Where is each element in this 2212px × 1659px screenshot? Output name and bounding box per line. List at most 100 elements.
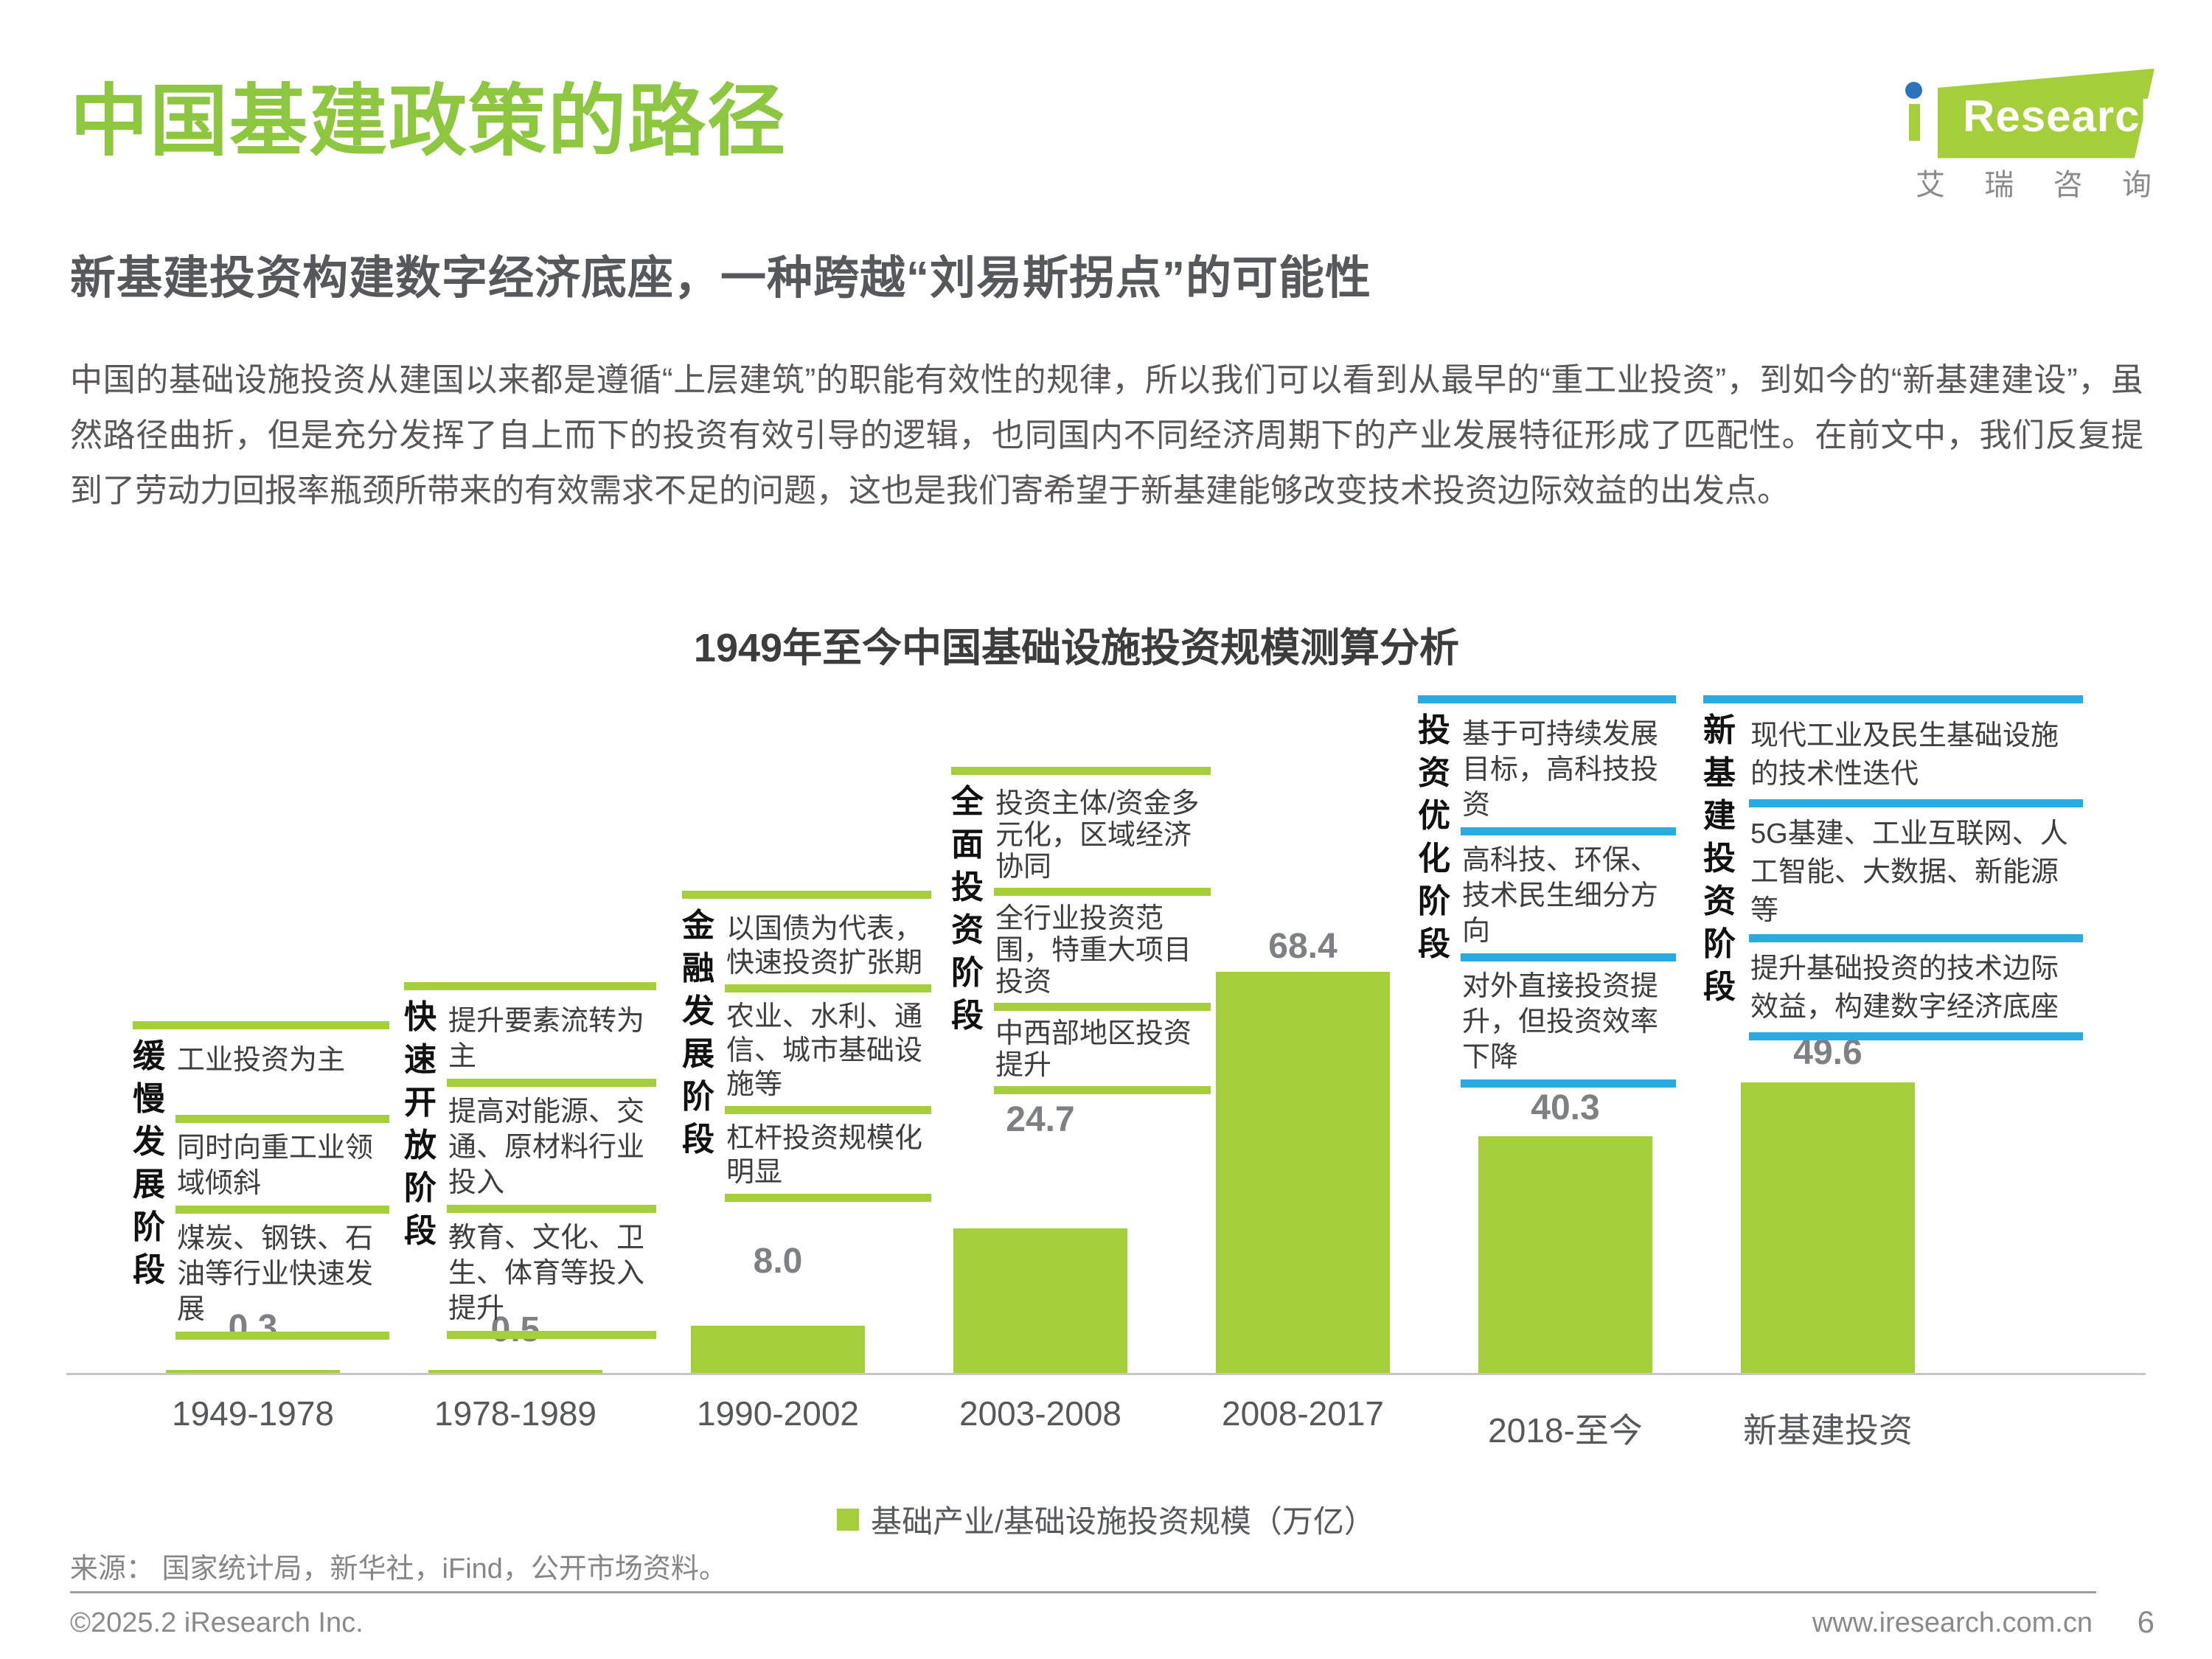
stage-label-char: 发 (133, 1124, 165, 1160)
annotation-items: 现代工业及民生基础设施的技术性迭代 5G基建、工业互联网、人工智能、大数据、新能源… (1749, 709, 2083, 1040)
stage-label-char: 段 (133, 1252, 165, 1288)
body-paragraph: 中国的基础设施投资从建国以来都是遵循“上层建筑”的职能有效性的规律，所以我们可以… (70, 362, 2143, 509)
annotation-body: 金融发展阶段以国债为代表，快速投资扩张期农业、水利、通信、城市基础设施等杠杆投资… (682, 905, 931, 1202)
annotation-divider (175, 1332, 389, 1340)
stage-label-char: 展 (682, 1036, 714, 1072)
annotation-divider (994, 1003, 1211, 1011)
x-tick-label: 新基建投资 (1743, 1411, 1913, 1450)
stage-label: 快速开放阶段 (404, 996, 447, 1339)
annotation-item: 对外直接投资提升，但投资效率下降 (1462, 971, 1659, 1073)
annotation-item: 提升基础投资的技术边际效益，构建数字经济底座 (1750, 953, 2059, 1023)
stage-label-char: 投 (951, 869, 984, 905)
annotation-item: 中西部地区投资提升 (995, 1018, 1192, 1081)
stage-label-char: 新 (1703, 712, 1736, 748)
stage-label-char: 资 (1418, 755, 1450, 791)
annotation-divider (725, 984, 931, 992)
legend-swatch (837, 1508, 860, 1531)
bar (1741, 1082, 1915, 1373)
stage-label-char: 阶 (682, 1079, 714, 1115)
stage-label-char: 段 (682, 1121, 714, 1158)
stage-label-char: 金 (682, 908, 714, 944)
bar (691, 1326, 865, 1373)
annotation-item: 基于可持续发展目标，高科技投资 (1462, 719, 1659, 821)
annotation-divider (725, 1194, 931, 1202)
annotation-body: 快速开放阶段提升要素流转为主 提高对能源、交通、原材料行业投入 教育、文化、卫生、体… (404, 996, 656, 1339)
footer-copyright: ©2025.2 iResearch Inc. (70, 1607, 364, 1638)
stage-label-char: 慢 (133, 1081, 165, 1117)
annotation-body: 投资优化阶段基于可持续发展目标，高科技投资 高科技、环保、技术民生细分方向 对外直接… (1418, 709, 1676, 1088)
page-title: 中国基建政策的路径 (70, 78, 787, 165)
bar-value-label: 24.7 (1006, 1099, 1075, 1139)
annotation-block: 快速开放阶段提升要素流转为主 提高对能源、交通、原材料行业投入 教育、文化、卫生、体… (404, 982, 656, 1339)
annotation-block: 缓慢发展阶段工业投资为主 同时向重工业领域倾斜 煤炭、钢铁、石油等行业快速发展 (133, 1021, 389, 1340)
bar (1216, 972, 1390, 1373)
annotation-divider (994, 1086, 1211, 1094)
stage-label-char: 段 (404, 1213, 437, 1249)
annotation-items: 基于可持续发展目标，高科技投资 高科技、环保、技术民生细分方向 对外直接投资提升，但… (1461, 709, 1676, 1088)
x-tick-label: 2003-2008 (959, 1394, 1121, 1433)
footer-divider (70, 1591, 2096, 1593)
logo-caption-char: 咨 (2053, 169, 2083, 201)
annotation-block: 新基建投资阶段现代工业及民生基础设施的技术性迭代 5G基建、工业互联网、人工智能、… (1703, 695, 2083, 1040)
bar-value-label: 0.3 (228, 1308, 278, 1347)
annotation-item: 工业投资为主 (177, 1045, 346, 1076)
bar (166, 1370, 340, 1373)
annotation-item: 同时向重工业领域倾斜 (177, 1133, 374, 1199)
annotation-block: 金融发展阶段以国债为代表，快速投资扩张期农业、水利、通信、城市基础设施等杠杆投资… (682, 891, 931, 1202)
legend-label: 基础产业/基础设施投资规模（万亿） (871, 1504, 1375, 1539)
annotation-top-line (951, 767, 1211, 775)
stage-label-char: 放 (404, 1127, 437, 1164)
logo-wordmark: Research (1963, 91, 2168, 141)
bar (428, 1370, 602, 1373)
annotation-divider (994, 888, 1211, 896)
bar-value-label: 40.3 (1531, 1088, 1600, 1128)
annotation-divider (1749, 934, 2083, 942)
annotation-divider (175, 1115, 389, 1123)
bar (953, 1228, 1127, 1373)
stage-label-char: 基 (1703, 755, 1736, 791)
stage-label-char: 全 (951, 784, 984, 820)
annotation-block: 投资优化阶段基于可持续发展目标，高科技投资 高科技、环保、技术民生细分方向 对外直接… (1418, 695, 1676, 1088)
annotation-item: 教育、文化、卫生、体育等投入提升 (448, 1222, 645, 1324)
stage-label-char: 阶 (951, 955, 984, 991)
stage-label-char: 阶 (133, 1209, 165, 1245)
annotation-divider (1749, 1032, 2083, 1040)
annotation-divider (1461, 1079, 1676, 1088)
stage-label-char: 阶 (1703, 926, 1736, 962)
stage-label-char: 资 (1703, 883, 1736, 919)
x-tick-label: 2018-至今 (1488, 1411, 1643, 1450)
logo-i-stem (1909, 104, 1920, 141)
annotation-top-line (682, 891, 931, 899)
stage-label: 全面投资阶段 (951, 781, 994, 1094)
bar-value-label: 68.4 (1268, 927, 1338, 966)
annotation-item: 杠杆投资规模化明显 (726, 1123, 923, 1188)
stage-label-char: 化 (1418, 841, 1450, 877)
stage-label-char: 阶 (1418, 883, 1450, 919)
stage-label-char: 优 (1418, 798, 1450, 834)
logo-i-dot-icon (1905, 82, 1922, 99)
annotation-item: 农业、水利、通信、城市基础设施等 (726, 1001, 923, 1100)
stage-label: 金融发展阶段 (682, 905, 725, 1202)
annotation-block: 全面投资阶段投资主体/资金多元化，区域经济协同 全行业投资范围，特重大项目投资 中西… (951, 767, 1211, 1094)
annotation-item: 提高对能源、交通、原材料行业投入 (448, 1096, 645, 1198)
footer-page-number: 6 (2137, 1604, 2154, 1639)
page-subtitle: 新基建投资构建数字经济底座，一种跨越“刘易斯拐点”的可能性 (70, 253, 1372, 304)
stage-label-char: 开 (404, 1085, 437, 1121)
annotation-item: 5G基建、工业互联网、人工智能、大数据、新能源等 (1750, 818, 2068, 926)
x-tick-label: 1978-1989 (434, 1394, 597, 1433)
x-axis-line (66, 1373, 2146, 1375)
chart-legend: 基础产业/基础设施投资规模（万亿） (0, 1497, 2212, 1542)
stage-label-char: 快 (404, 999, 437, 1035)
stage-label-char: 段 (1703, 969, 1736, 1005)
annotation-divider (1749, 799, 2083, 807)
annotation-top-line (133, 1021, 389, 1029)
annotation-items: 以国债为代表，快速投资扩张期农业、水利、通信、城市基础设施等杠杆投资规模化明显 (725, 905, 931, 1202)
source-note: 来源： 国家统计局，新华社，iFind，公开市场资料。 (70, 1554, 727, 1585)
stage-label-char: 阶 (404, 1170, 437, 1206)
logo-caption-char: 艾 (1916, 169, 1945, 201)
annotation-divider (725, 1106, 931, 1114)
x-tick-label: 1990-2002 (697, 1394, 859, 1433)
bar (1478, 1136, 1652, 1373)
stage-label-char: 段 (1418, 926, 1450, 962)
annotation-item: 以国债为代表，快速投资扩张期 (726, 914, 923, 978)
